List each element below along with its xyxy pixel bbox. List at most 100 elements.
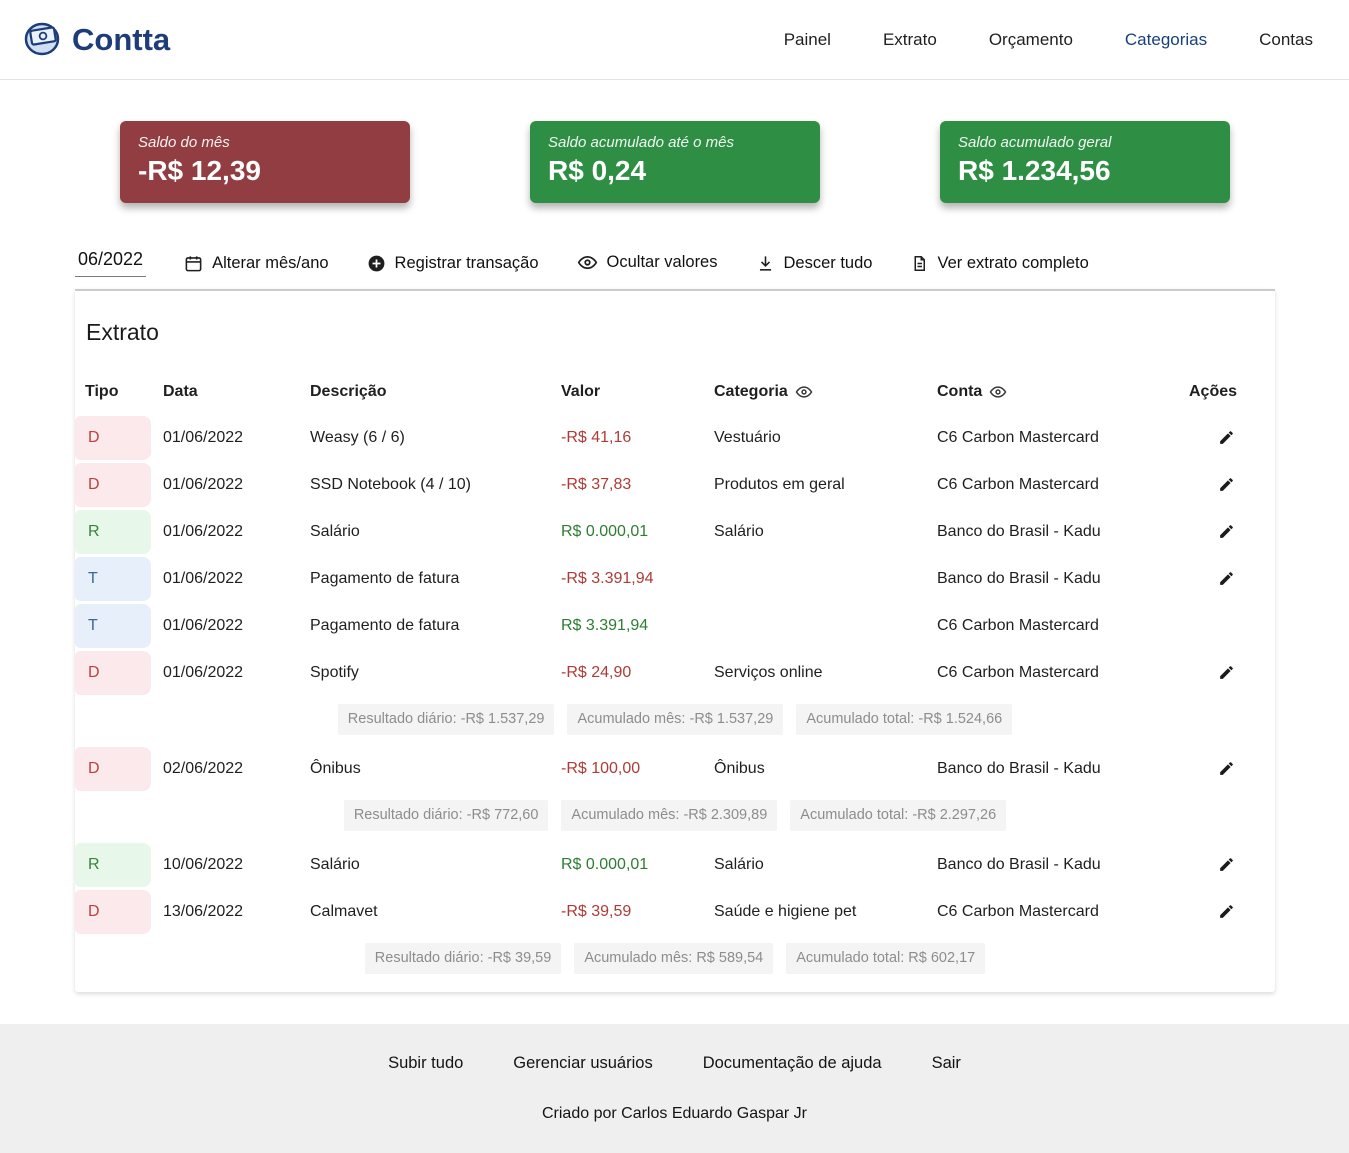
contta-logo-icon — [22, 16, 66, 63]
tx-category: Serviços online — [714, 663, 823, 681]
tx-account: Banco do Brasil - Kadu — [937, 759, 1101, 777]
tx-description: Spotify — [310, 663, 359, 681]
summary-pill: Acumulado mês: -R$ 1.537,29 — [567, 704, 784, 735]
ver-extrato-completo-button[interactable]: Ver extrato completo — [910, 254, 1089, 277]
descer-tudo-button[interactable]: Descer tudo — [756, 254, 872, 277]
app-header: Contta Painel Extrato Orçamento Categori… — [0, 0, 1349, 80]
tx-date: 13/06/2022 — [163, 902, 244, 920]
type-badge: D — [75, 889, 151, 934]
categoria-visibility-eye-icon[interactable] — [795, 383, 813, 401]
extrato-title: Extrato — [86, 319, 159, 345]
table-row: D 13/06/2022 Calmavet -R$ 39,59 Saúde e higi… — [75, 888, 1275, 935]
alterar-mes-ano-button[interactable]: Alterar mês/ano — [184, 254, 329, 277]
daily-summary-row: Resultado diário: -R$ 1.537,29 Acumulado … — [75, 704, 1275, 735]
column-label: Categoria — [714, 383, 788, 400]
summary-pill: Acumulado total: R$ 602,17 — [786, 943, 986, 974]
card-value: R$ 0,24 — [548, 155, 647, 186]
table-row: D 01/06/2022 SSD Notebook (4 / 10) -R$ 37,8… — [75, 461, 1275, 508]
edit-icon[interactable] — [1216, 662, 1237, 683]
extrato-rows: D 01/06/2022 Weasy (6 / 6) -R$ 41,16 Vestuár… — [75, 414, 1275, 974]
footer-links: Subir tudo Gerenciar usuários Documentaç… — [0, 1054, 1349, 1073]
edit-icon[interactable] — [1216, 427, 1237, 448]
tool-label: Ocultar valores — [606, 253, 718, 271]
edit-icon[interactable] — [1216, 474, 1237, 495]
table-row: R 10/06/2022 Salário R$ 0.000,01 Salário Banc… — [75, 841, 1275, 888]
summary-pill: Acumulado mês: R$ 589,54 — [574, 943, 774, 974]
footer-link-documentacao-ajuda[interactable]: Documentação de ajuda — [702, 1054, 882, 1072]
month-display[interactable]: 06/2022 — [75, 249, 147, 277]
tx-actions — [1216, 521, 1237, 542]
summary-pill: Resultado diário: -R$ 39,59 — [364, 943, 562, 974]
type-badge: T — [75, 556, 151, 601]
tx-date: 01/06/2022 — [163, 475, 244, 493]
table-row: T 01/06/2022 Pagamento de fatura -R$ 3.391,… — [75, 555, 1275, 602]
table-row: D 01/06/2022 Weasy (6 / 6) -R$ 41,16 Vestuár… — [75, 414, 1275, 461]
summary-pill: Acumulado mês: -R$ 2.309,89 — [561, 800, 778, 831]
tx-value: -R$ 41,16 — [561, 428, 632, 446]
nav-contas[interactable]: Contas — [1259, 29, 1313, 49]
registrar-transacao-button[interactable]: Registrar transação — [367, 254, 539, 277]
daily-summary-row: Resultado diário: -R$ 772,60 Acumulado mê… — [75, 800, 1275, 831]
footer-link-subir-tudo[interactable]: Subir tudo — [388, 1054, 464, 1072]
tx-account: C6 Carbon Mastercard — [937, 902, 1099, 920]
footer-link-sair[interactable]: Sair — [931, 1054, 961, 1072]
tx-description: Calmavet — [310, 902, 378, 920]
tx-date: 01/06/2022 — [163, 569, 244, 587]
summary-pill: Acumulado total: -R$ 1.524,66 — [796, 704, 1013, 735]
daily-summary-row: Resultado diário: -R$ 39,59 Acumulado mês… — [75, 943, 1275, 974]
column-descricao: Descrição — [310, 383, 387, 400]
tx-value: -R$ 37,83 — [561, 475, 632, 493]
balance-cards: Saldo do mês -R$ 12,39 Saldo acumulado a… — [120, 121, 1230, 203]
tx-account: Banco do Brasil - Kadu — [937, 569, 1101, 587]
edit-icon[interactable] — [1216, 521, 1237, 542]
tx-value: R$ 0.000,01 — [561, 855, 649, 873]
tx-date: 01/06/2022 — [163, 616, 244, 634]
tool-label: Registrar transação — [394, 254, 539, 272]
nav-categorias[interactable]: Categorias — [1124, 29, 1208, 49]
ocultar-valores-button[interactable]: Ocultar valores — [577, 252, 718, 277]
tool-label: Alterar mês/ano — [212, 254, 329, 272]
brand[interactable]: Contta — [22, 16, 170, 63]
tx-category: Ônibus — [714, 759, 765, 777]
tx-account: Banco do Brasil - Kadu — [937, 522, 1101, 540]
edit-icon[interactable] — [1216, 568, 1237, 589]
summary-pill: Resultado diário: -R$ 1.537,29 — [337, 704, 555, 735]
tool-label: Ver extrato completo — [937, 254, 1089, 272]
plus-circle-icon — [367, 254, 386, 273]
tx-date: 01/06/2022 — [163, 522, 244, 540]
type-badge: T — [75, 603, 151, 648]
tx-category: Salário — [714, 855, 764, 873]
tx-actions — [1216, 662, 1237, 683]
tx-value: -R$ 24,90 — [561, 663, 632, 681]
type-badge: R — [75, 842, 151, 887]
tx-description: Weasy (6 / 6) — [310, 428, 405, 446]
card-value: R$ 1.234,56 — [958, 155, 1111, 186]
nav-painel[interactable]: Painel — [783, 29, 831, 49]
nav-extrato[interactable]: Extrato — [882, 29, 937, 49]
tx-value: -R$ 3.391,94 — [561, 569, 654, 587]
tx-account: C6 Carbon Mastercard — [937, 428, 1099, 446]
edit-icon[interactable] — [1216, 901, 1237, 922]
tx-description: Salário — [310, 522, 360, 540]
card-saldo-acumulado-geral: Saldo acumulado geral R$ 1.234,56 — [940, 121, 1230, 203]
table-row: D 02/06/2022 Ônibus -R$ 100,00 Ônibus Banco d… — [75, 745, 1275, 792]
card-label: Saldo acumulado geral — [958, 134, 1112, 151]
descend-icon — [756, 254, 775, 273]
nav-orcamento[interactable]: Orçamento — [988, 29, 1073, 49]
edit-icon[interactable] — [1216, 854, 1237, 875]
footer-link-gerenciar-usuarios[interactable]: Gerenciar usuários — [513, 1054, 653, 1072]
edit-icon[interactable] — [1216, 758, 1237, 779]
tx-date: 01/06/2022 — [163, 663, 244, 681]
tx-actions — [1216, 474, 1237, 495]
column-tipo: Tipo — [85, 383, 119, 400]
tx-actions — [1216, 901, 1237, 922]
table-row: D 01/06/2022 Spotify -R$ 24,90 Serviços onli… — [75, 649, 1275, 696]
conta-visibility-eye-icon[interactable] — [989, 383, 1007, 401]
tx-actions — [1216, 568, 1237, 589]
tx-actions — [1216, 758, 1237, 779]
tx-category: Vestuário — [714, 428, 781, 446]
summary-pill: Resultado diário: -R$ 772,60 — [343, 800, 549, 831]
column-valor: Valor — [561, 383, 601, 400]
tx-description: Pagamento de fatura — [310, 616, 460, 634]
tx-category: Produtos em geral — [714, 475, 845, 493]
